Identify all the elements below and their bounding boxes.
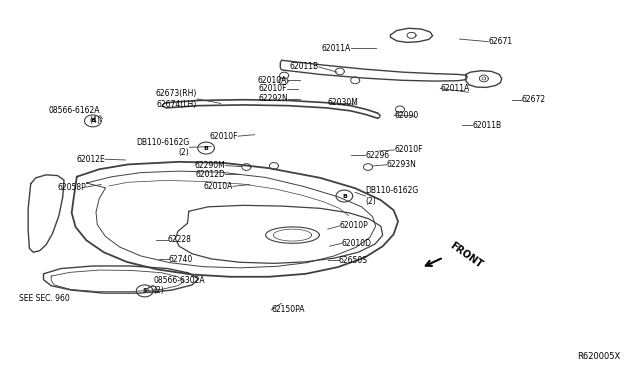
Text: FRONT: FRONT [448, 240, 484, 270]
Text: 62740: 62740 [169, 255, 193, 264]
Text: 62011B: 62011B [289, 62, 319, 71]
Text: 62671: 62671 [488, 37, 513, 46]
Text: B: B [204, 145, 209, 151]
Text: 62011B: 62011B [472, 121, 502, 130]
Text: 08566-6162A
(4): 08566-6162A (4) [49, 106, 100, 125]
Text: 62673(RH)
62674(LH): 62673(RH) 62674(LH) [156, 89, 197, 109]
Text: DB110-6162G
(2): DB110-6162G (2) [365, 186, 419, 206]
Text: 62150PA: 62150PA [271, 305, 305, 314]
Text: 62058P: 62058P [57, 183, 86, 192]
Text: 62296: 62296 [365, 151, 390, 160]
Text: 62012D: 62012D [195, 170, 225, 179]
Text: 62672: 62672 [522, 95, 546, 104]
Text: 62010A: 62010A [204, 182, 233, 191]
Text: 62293N: 62293N [387, 160, 417, 169]
Text: 62292N: 62292N [259, 94, 288, 103]
Text: DB110-6162G
(2): DB110-6162G (2) [136, 138, 189, 157]
Text: R620005X: R620005X [577, 352, 621, 361]
Text: 62010F: 62010F [258, 84, 287, 93]
Text: 62010A: 62010A [257, 76, 287, 85]
Text: 62011A: 62011A [440, 84, 470, 93]
Text: B: B [342, 193, 347, 199]
Text: B: B [90, 118, 95, 124]
Text: SEE SEC. 960: SEE SEC. 960 [19, 294, 70, 303]
Text: 62090: 62090 [394, 111, 419, 120]
Text: 62650S: 62650S [339, 256, 367, 264]
Text: S: S [142, 288, 147, 294]
Text: 62011A: 62011A [321, 44, 351, 53]
Text: 62290M: 62290M [195, 161, 225, 170]
Text: 62010F: 62010F [209, 132, 238, 141]
Text: 62012E: 62012E [76, 155, 105, 164]
Text: 62010P: 62010P [340, 221, 369, 230]
Text: 62030M: 62030M [328, 98, 358, 107]
Text: 62010F: 62010F [394, 145, 423, 154]
Text: 62010D: 62010D [342, 239, 372, 248]
Text: 08566-6302A
(2): 08566-6302A (2) [154, 276, 205, 295]
Text: 62228: 62228 [168, 235, 191, 244]
